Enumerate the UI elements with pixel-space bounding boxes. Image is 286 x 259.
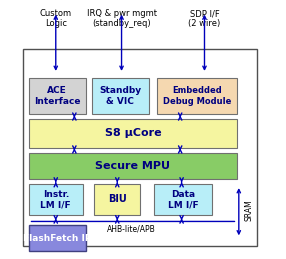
FancyBboxPatch shape [29,78,86,114]
Text: Secure MPU: Secure MPU [96,161,170,171]
Text: SRAM: SRAM [245,199,253,221]
Text: Custom
Logic: Custom Logic [40,9,72,28]
Text: Data
LM I/F: Data LM I/F [168,190,198,209]
FancyBboxPatch shape [23,49,257,246]
Text: ACE
Interface: ACE Interface [34,86,80,105]
Text: Standby
& VIC: Standby & VIC [99,86,141,105]
Text: S8 μCore: S8 μCore [105,128,161,138]
FancyBboxPatch shape [29,184,83,215]
Text: SDP I/F
(2 wire): SDP I/F (2 wire) [188,9,221,28]
FancyBboxPatch shape [157,78,237,114]
Text: IRQ & pwr mgmt
(standby_req): IRQ & pwr mgmt (standby_req) [87,9,156,28]
Text: FlashFetch IP: FlashFetch IP [23,234,92,243]
FancyBboxPatch shape [154,184,212,215]
Text: AHB-lite/APB: AHB-lite/APB [107,225,156,234]
Text: Embedded
Debug Module: Embedded Debug Module [163,86,232,105]
Text: Instr.
LM I/F: Instr. LM I/F [40,190,71,209]
FancyBboxPatch shape [92,78,149,114]
Text: BIU: BIU [108,195,127,204]
FancyBboxPatch shape [29,119,237,148]
FancyBboxPatch shape [29,225,86,251]
FancyBboxPatch shape [29,153,237,179]
FancyBboxPatch shape [94,184,140,215]
